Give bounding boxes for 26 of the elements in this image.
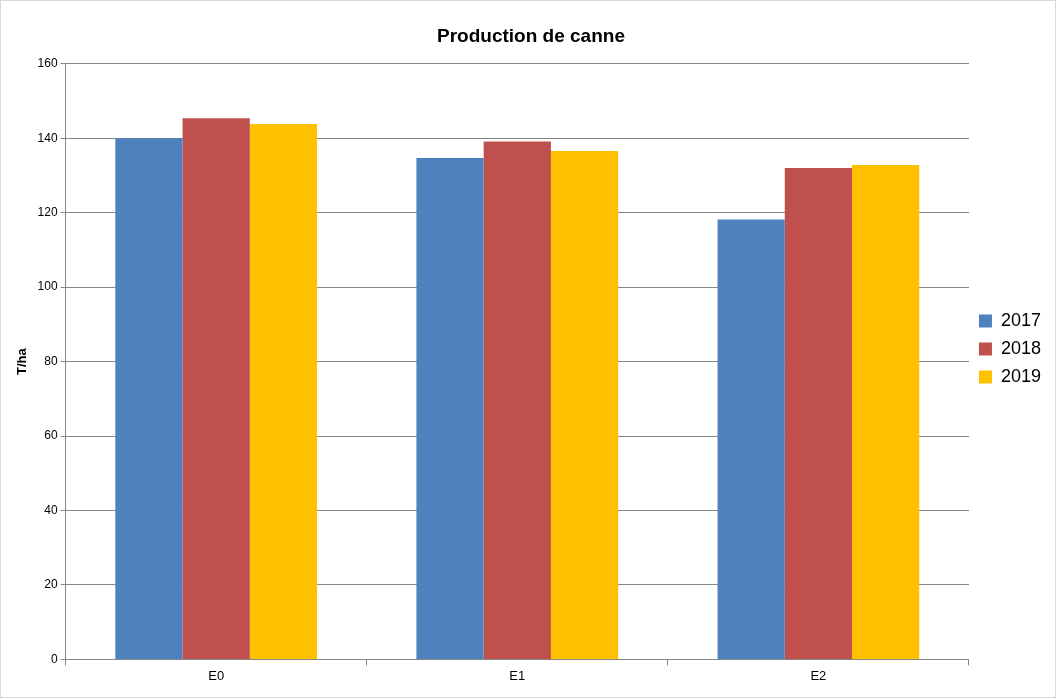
y-tick-label: 0 (50, 651, 58, 666)
y-tick-label: 140 (37, 130, 58, 145)
bar (182, 118, 250, 659)
y-tick-label: 120 (37, 205, 58, 220)
bar (483, 141, 551, 659)
legend-label: 2019 (1000, 365, 1041, 386)
y-tick-label: 80 (44, 353, 58, 368)
bar (784, 168, 853, 659)
x-tick-label: E0 (208, 667, 225, 683)
chart-title: Production de canne (437, 24, 625, 46)
x-tick-label: E1 (509, 667, 526, 683)
y-tick-label: 60 (44, 428, 58, 443)
legend-label: 2017 (1000, 309, 1041, 330)
x-tick-label: E2 (810, 667, 827, 683)
bar (115, 138, 183, 659)
bar (852, 165, 920, 659)
bar (416, 157, 484, 659)
bar (717, 219, 785, 659)
y-tick-label: 40 (44, 502, 58, 517)
y-tick-label: 100 (37, 279, 58, 294)
bar (249, 124, 318, 659)
y-tick-label: 160 (37, 56, 58, 71)
legend-label: 2018 (1000, 337, 1041, 358)
y-axis-title: T/ha (14, 347, 30, 375)
bar (550, 150, 619, 659)
y-tick-label: 20 (44, 577, 58, 592)
